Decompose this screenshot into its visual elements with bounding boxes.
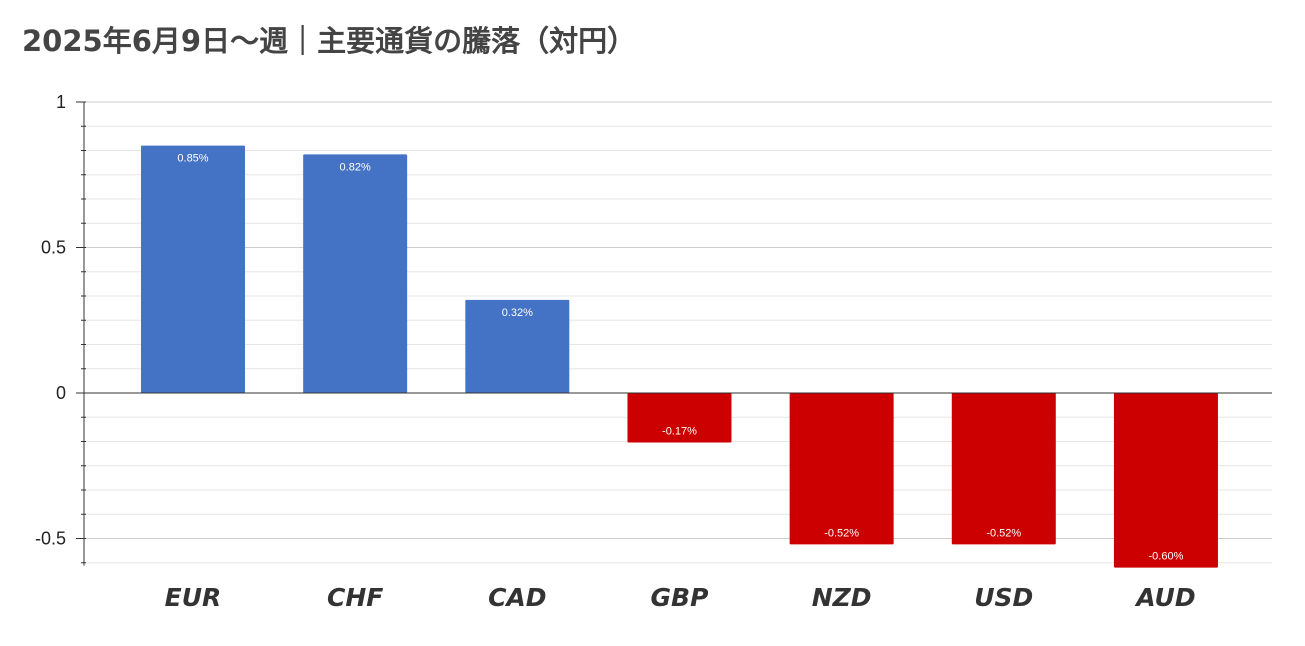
bar-gbp xyxy=(627,393,732,443)
data-label: 0.32% xyxy=(502,307,533,319)
x-category-label: EUR xyxy=(165,583,222,612)
bars xyxy=(141,145,1218,568)
bar-nzd xyxy=(789,393,894,545)
x-category-label: AUD xyxy=(1134,583,1195,612)
bar-eur xyxy=(141,145,245,393)
data-label: -0.60% xyxy=(1149,551,1184,563)
x-category-label: NZD xyxy=(812,583,872,612)
data-label: 0.85% xyxy=(177,153,208,165)
x-category-label: USD xyxy=(974,583,1033,612)
y-tick-label: 0.5 xyxy=(41,238,66,258)
y-tick-label: 0 xyxy=(56,383,66,403)
chart-title: 2025年6月9日～週｜主要通貨の騰落（対円） xyxy=(22,24,637,58)
y-tick-label: 1 xyxy=(56,92,66,112)
data-label: -0.52% xyxy=(986,527,1021,539)
labels: 1 0.5 0 -0.5 0.85% EUR 0.82% CHF 0.32% CAD -0.17% G… xyxy=(35,92,1196,612)
bar-aud xyxy=(1113,393,1218,568)
x-category-label: GBP xyxy=(651,583,709,612)
x-category-label: CHF xyxy=(327,583,383,612)
grid-lines xyxy=(84,101,1272,564)
y-tick-label: -0.5 xyxy=(35,529,66,549)
data-label: -0.17% xyxy=(662,425,697,437)
bar-chf xyxy=(303,154,408,393)
bar-usd xyxy=(951,393,1056,545)
axes xyxy=(76,101,1272,566)
data-label: 0.82% xyxy=(340,161,371,173)
data-label: -0.52% xyxy=(824,527,859,539)
x-category-label: CAD xyxy=(488,583,546,612)
bar-cad xyxy=(465,299,570,393)
